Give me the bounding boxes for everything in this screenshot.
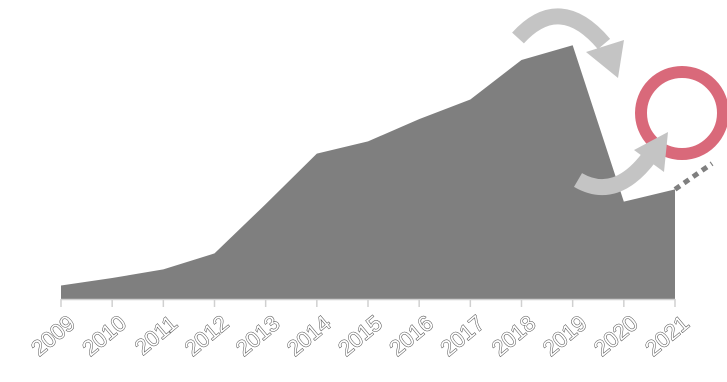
x-tick-label-2015: 2015 bbox=[333, 310, 387, 361]
curved-arrow-down bbox=[512, 8, 624, 78]
x-tick-label-2014: 2014 bbox=[282, 310, 336, 361]
highlight-circle bbox=[635, 66, 727, 160]
x-axis bbox=[60, 298, 676, 307]
x-tick-label-2017: 2017 bbox=[436, 310, 490, 361]
x-tick-label-2010: 2010 bbox=[77, 310, 131, 361]
area-series bbox=[61, 45, 675, 299]
x-tick-label-2012: 2012 bbox=[180, 310, 234, 361]
area-layer bbox=[61, 45, 675, 299]
x-tick-label-2018: 2018 bbox=[487, 310, 541, 361]
x-axis-labels: 2009201020112012201320142015201620172018… bbox=[26, 310, 695, 362]
x-tick-label-2021: 2021 bbox=[640, 310, 694, 361]
curved-arrow-up bbox=[573, 132, 668, 196]
annotations bbox=[512, 8, 727, 196]
projection-line bbox=[673, 161, 714, 192]
x-tick-label-2009: 2009 bbox=[26, 310, 80, 361]
x-tick-label-2016: 2016 bbox=[384, 310, 438, 361]
x-tick-label-2013: 2013 bbox=[231, 310, 285, 361]
x-tick-label-2020: 2020 bbox=[589, 310, 643, 361]
x-tick-label-2019: 2019 bbox=[538, 310, 592, 361]
x-tick-label-2011: 2011 bbox=[130, 310, 182, 360]
